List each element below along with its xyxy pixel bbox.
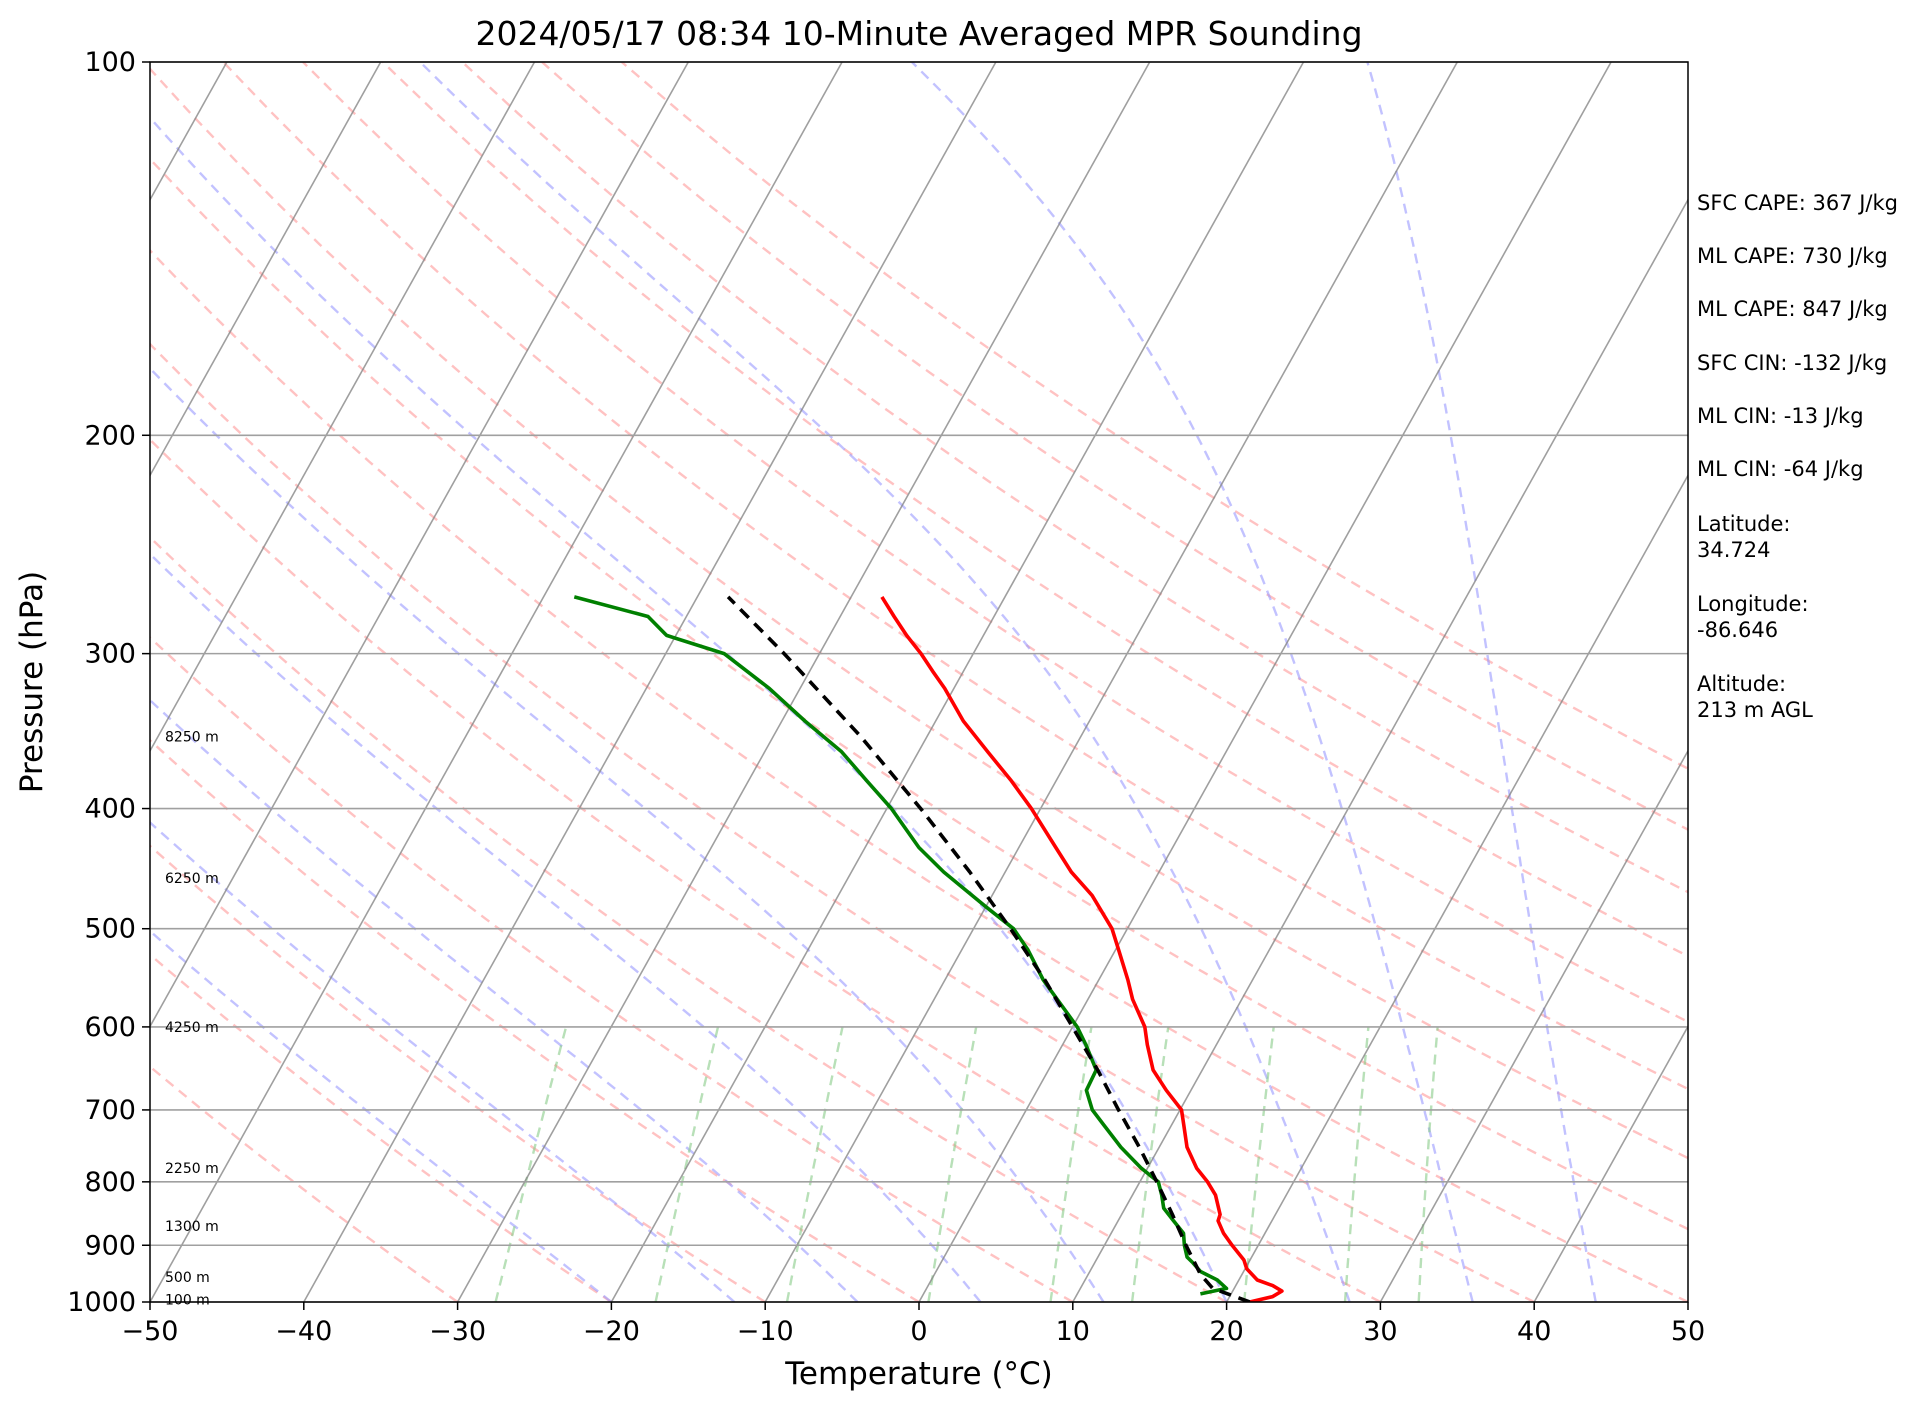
dewpoint-line (573, 595, 1229, 1296)
chart-title: 2024/05/17 08:34 10-Minute Averaged MPR … (475, 14, 1362, 53)
dry-adiabat-7 (150, 342, 1535, 1302)
sfc-cape-text: SFC CAPE: 367 J/kg (1697, 191, 1898, 215)
altitude-label: Altitude: (1697, 672, 1786, 696)
temperature-line (880, 595, 1284, 1302)
x-tick-label-2: −30 (429, 1316, 486, 1347)
ml-cape-text-1: ML CAPE: 730 J/kg (1697, 244, 1888, 268)
height-label-3: 2250 m (165, 1161, 219, 1177)
x-tick-label-8: 30 (1363, 1316, 1397, 1347)
isotherm--50 (150, 62, 843, 1302)
sfc-cin-text: SFC CIN: -132 J/kg (1697, 351, 1887, 375)
x-tick-label-5: 0 (910, 1316, 927, 1347)
isotherm--40 (303, 62, 997, 1302)
x-tick-label-10: 50 (1671, 1316, 1705, 1347)
height-labels: 100 m 500 m 1300 m 2250 m 4250 m 6250 m 8250 m (165, 730, 219, 1309)
latitude-value: 34.724 (1697, 538, 1770, 562)
longitude-label: Longitude: (1697, 592, 1809, 616)
mixing-ratio-1 (654, 1026, 720, 1302)
mixing-ratio-4 (1049, 1026, 1093, 1302)
sounding-lines (573, 595, 1284, 1302)
ml-cape-text-2: ML CAPE: 847 J/kg (1697, 297, 1888, 321)
latitude-label: Latitude: (1697, 512, 1791, 536)
y-axis-label: Pressure (hPa) (14, 571, 50, 793)
moist-adiabat-6 (419, 62, 1351, 1302)
height-label-2: 1300 m (165, 1219, 219, 1235)
y-tick-label-900: 900 (84, 1230, 136, 1261)
moist-adiabat-8 (1366, 62, 1597, 1302)
moist-adiabat-1 (150, 820, 736, 1302)
dry-adiabat-4 (150, 635, 1074, 1302)
isotherm--20 (610, 62, 1305, 1302)
y-tick-label-700: 700 (84, 1095, 136, 1126)
x-tick-label-0: −50 (122, 1316, 179, 1347)
height-label-1: 500 m (165, 1270, 210, 1286)
moist-adiabat-0 (150, 929, 613, 1302)
x-tick-label-3: −20 (583, 1316, 640, 1347)
dry-adiabat-6 (150, 437, 1381, 1302)
y-tick-label-1000: 1000 (67, 1287, 136, 1318)
ml-cin-text-2: ML CIN: -64 J/kg (1697, 457, 1864, 481)
isotherm-20 (1225, 473, 1688, 1302)
dry-adiabat-8 (150, 248, 1688, 1302)
moist-adiabat-5 (150, 115, 1228, 1302)
dry-adiabat-11 (222, 62, 1688, 1091)
isotherm--60 (150, 62, 689, 1029)
x-axis-ticks: −50 −40 −30 −20 −10 0 10 20 30 40 50 (122, 1302, 1705, 1347)
altitude-value: 213 m AGL (1697, 698, 1813, 722)
height-label-4: 4250 m (165, 1020, 219, 1036)
pressure-gridlines (150, 61, 1688, 1303)
x-tick-label-9: 40 (1517, 1316, 1551, 1347)
moist-adiabat-2 (150, 698, 859, 1302)
x-tick-label-4: −10 (737, 1316, 794, 1347)
y-tick-label-600: 600 (84, 1012, 136, 1043)
dry-adiabat-2 (150, 844, 766, 1302)
y-tick-label-100: 100 (84, 47, 136, 78)
info-panel: SFC CAPE: 367 J/kg ML CAPE: 730 J/kg ML … (1697, 191, 1898, 722)
dry-adiabat-5 (150, 535, 1228, 1302)
x-tick-label-7: 20 (1209, 1316, 1243, 1347)
reference-lines (150, 62, 1688, 1302)
dry-adiabat-1 (150, 952, 613, 1302)
dry-adiabat-3 (150, 738, 920, 1302)
height-label-0: 100 m (165, 1292, 210, 1308)
moist-adiabat-7 (911, 62, 1474, 1302)
height-label-6: 8250 m (165, 730, 219, 746)
moist-adiabat-3 (150, 552, 982, 1302)
y-tick-label-200: 200 (84, 420, 136, 451)
dry-adiabat-14 (461, 62, 1688, 894)
moist-adiabat-4 (150, 366, 1105, 1302)
isotherm-30 (1379, 749, 1688, 1302)
y-tick-label-300: 300 (84, 639, 136, 670)
isotherm-40 (1533, 1024, 1688, 1302)
isotherm--80 (150, 62, 382, 477)
isotherm-10 (1072, 198, 1688, 1302)
isotherm--30 (456, 62, 1151, 1302)
mixing-ratio-3 (927, 1026, 978, 1302)
y-tick-label-800: 800 (84, 1167, 136, 1198)
mixing-ratio-8 (1417, 1026, 1439, 1302)
x-axis-label: Temperature (°C) (784, 1356, 1053, 1392)
mixing-ratio-0 (494, 1026, 568, 1302)
parcel-line (726, 595, 1251, 1302)
y-axis-ticks: 100 200 300 400 500 600 700 800 900 1000 (67, 47, 150, 1318)
y-tick-label-500: 500 (84, 914, 136, 945)
height-label-5: 6250 m (165, 871, 219, 887)
ml-cin-text-1: ML CIN: -13 J/kg (1697, 404, 1864, 428)
dry-adiabat-12 (302, 62, 1688, 1024)
isotherm--10 (764, 62, 1458, 1302)
longitude-value: -86.646 (1697, 618, 1778, 642)
dry-adiabat-13 (381, 62, 1688, 958)
y-tick-label-400: 400 (84, 794, 136, 825)
mixing-ratio-6 (1243, 1026, 1275, 1302)
dry-adiabat-9 (150, 157, 1688, 1231)
x-tick-label-1: −40 (275, 1316, 332, 1347)
x-tick-label-6: 10 (1056, 1316, 1090, 1347)
plot-frame (149, 61, 1689, 1303)
isotherm-0 (918, 62, 1612, 1302)
dry-adiabat-0 (150, 1065, 459, 1302)
isotherm--70 (150, 62, 536, 753)
